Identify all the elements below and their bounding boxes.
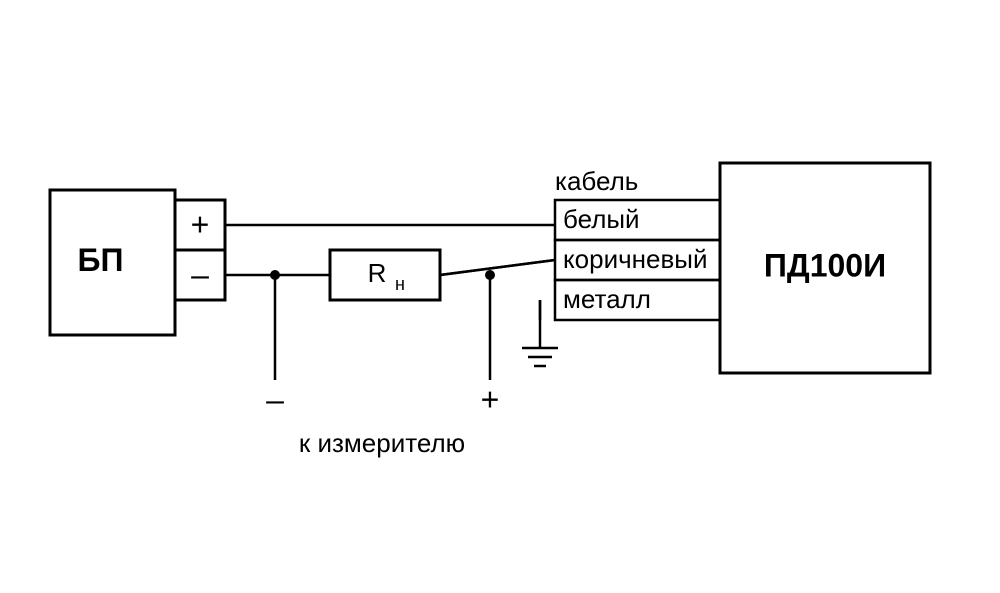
svg-text:+: + [191,206,210,242]
svg-text:–: – [191,256,209,292]
bp-label: БП [78,242,124,278]
meter-label: к измерителю [299,428,465,458]
svg-text:–: – [266,381,284,417]
svg-text:коричневый: коричневый [563,244,708,274]
cable-label: кабель [555,166,638,196]
svg-text:металл: металл [563,284,651,314]
wiring-diagram: БП + – Rн кабель белый коричневый металл ПД100И –… [0,0,1000,593]
pd-label: ПД100И [764,247,886,283]
svg-text:+: + [481,381,500,417]
svg-text:н: н [395,274,405,294]
svg-text:R: R [368,258,387,288]
svg-text:белый: белый [563,204,640,234]
